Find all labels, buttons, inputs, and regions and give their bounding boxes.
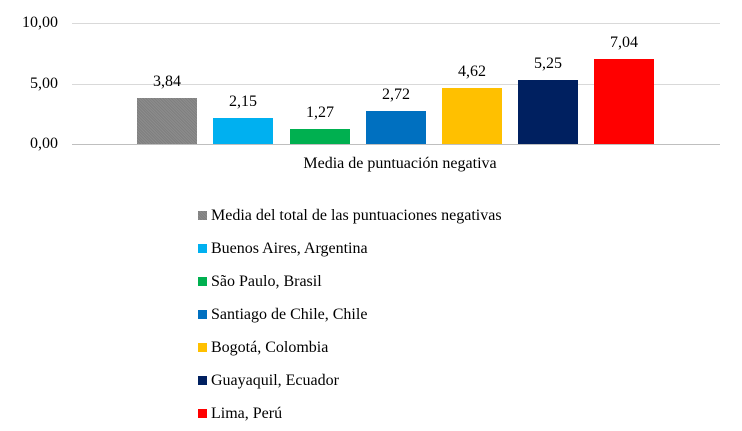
legend-item: Media del total de las puntuaciones nega… [198, 199, 502, 232]
legend-swatch-icon [198, 211, 207, 220]
bar-value-label: 5,25 [534, 55, 562, 72]
bar-5 [442, 88, 502, 144]
y-tick-10: 10,00 [22, 14, 58, 31]
legend-label: Bogotá, Colombia [211, 338, 329, 356]
legend: Media del total de las puntuaciones nega… [198, 199, 502, 430]
legend-item: Lima, Perú [198, 397, 502, 430]
bar-value-label: 7,04 [610, 34, 638, 51]
legend-item: Buenos Aires, Argentina [198, 232, 502, 265]
legend-swatch-icon [198, 409, 207, 418]
bar-value-label: 4,62 [458, 63, 486, 80]
bar-2 [213, 118, 273, 144]
legend-item: Guayaquil, Ecuador [198, 364, 502, 397]
bar-value-label: 3,84 [153, 73, 181, 90]
legend-swatch-icon [198, 277, 207, 286]
legend-label: Santiago de Chile, Chile [211, 305, 368, 323]
legend-label: Media del total de las puntuaciones nega… [211, 206, 502, 224]
x-axis-line [72, 144, 720, 145]
y-tick-0: 0,00 [30, 135, 58, 152]
bar-value-label: 2,72 [382, 86, 410, 103]
bar-value-label: 1,27 [306, 104, 334, 121]
bar-6 [518, 80, 578, 144]
legend-label: Lima, Perú [211, 404, 283, 422]
bar-1 [137, 98, 197, 144]
legend-swatch-icon [198, 244, 207, 253]
legend-swatch-icon [198, 376, 207, 385]
legend-swatch-icon [198, 343, 207, 352]
legend-item: Santiago de Chile, Chile [198, 298, 502, 331]
gridline-10 [72, 23, 720, 24]
bar-3 [290, 129, 350, 144]
y-tick-5: 5,00 [30, 75, 58, 92]
legend-label: Buenos Aires, Argentina [211, 239, 368, 257]
bar-7 [594, 59, 654, 144]
legend-item: São Paulo, Brasil [198, 265, 502, 298]
bar-4 [366, 111, 426, 144]
bar-value-label: 2,15 [229, 93, 257, 110]
legend-label: Guayaquil, Ecuador [211, 371, 339, 389]
legend-label: São Paulo, Brasil [211, 272, 322, 290]
legend-item: Bogotá, Colombia [198, 331, 502, 364]
gridline-5 [72, 84, 720, 85]
x-axis-label: Media de puntuación negativa [303, 155, 497, 172]
legend-swatch-icon [198, 310, 207, 319]
